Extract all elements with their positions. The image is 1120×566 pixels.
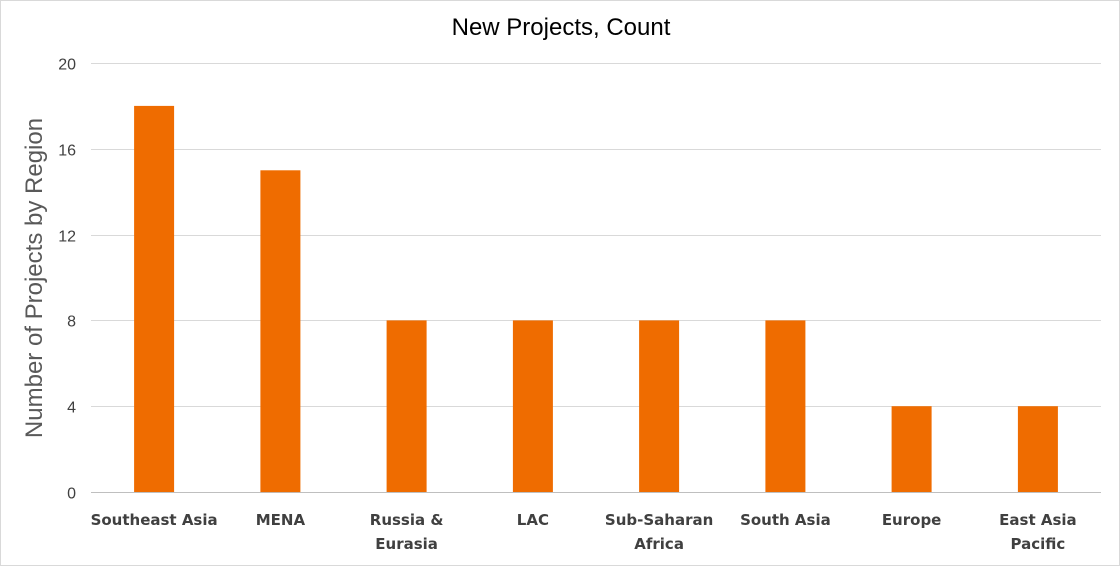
x-tick-label: Russia & Eurasia — [370, 511, 444, 553]
y-tick-label: 8 — [67, 314, 76, 331]
x-tick-label-line: East Asia — [999, 511, 1077, 529]
bar — [512, 320, 553, 492]
y-tick-label: 20 — [58, 57, 76, 74]
y-tick-label: 12 — [58, 229, 76, 246]
x-tick-label: MENA — [256, 511, 306, 529]
chart-title: New Projects, Count — [452, 14, 671, 41]
x-tick-label-line: LAC — [517, 511, 549, 529]
x-tick-label-line: Africa — [634, 535, 684, 553]
x-tick-label-line: Europe — [882, 511, 942, 529]
x-tick-label-line: Russia & — [370, 511, 444, 529]
x-tick-label: Europe — [882, 511, 942, 529]
x-tick-label: Southeast Asia — [91, 511, 218, 529]
x-tick-label-line: Eurasia — [375, 535, 438, 553]
x-axis-ticks: Southeast Asia MENA Russia & Eurasia LAC Sub-… — [91, 511, 1077, 553]
bar — [386, 320, 427, 492]
y-tick-label: 0 — [67, 486, 76, 503]
x-tick-label: East Asia Pacific — [999, 511, 1077, 553]
bar — [891, 406, 932, 492]
x-tick-label: LAC — [517, 511, 549, 529]
x-tick-label-line: MENA — [256, 511, 306, 529]
x-tick-label-line: Pacific — [1011, 535, 1066, 553]
y-tick-label: 16 — [58, 143, 76, 160]
x-tick-label-line: South Asia — [740, 511, 831, 529]
x-tick-label-line: Southeast Asia — [91, 511, 218, 529]
gridlines — [91, 63, 1101, 493]
y-tick-label: 4 — [67, 400, 76, 417]
bars — [134, 105, 1058, 493]
y-axis-title: Number of Projects by Region — [21, 118, 48, 438]
y-axis-ticks: 0 4 8 12 16 20 — [58, 57, 76, 503]
bar — [639, 320, 680, 492]
bar — [1017, 406, 1058, 492]
x-tick-label-line: Sub-Saharan — [605, 511, 713, 529]
bar — [260, 170, 301, 493]
bar — [134, 105, 175, 493]
x-tick-label: Sub-Saharan Africa — [605, 511, 713, 553]
x-tick-label: South Asia — [740, 511, 831, 529]
bar — [765, 320, 806, 492]
